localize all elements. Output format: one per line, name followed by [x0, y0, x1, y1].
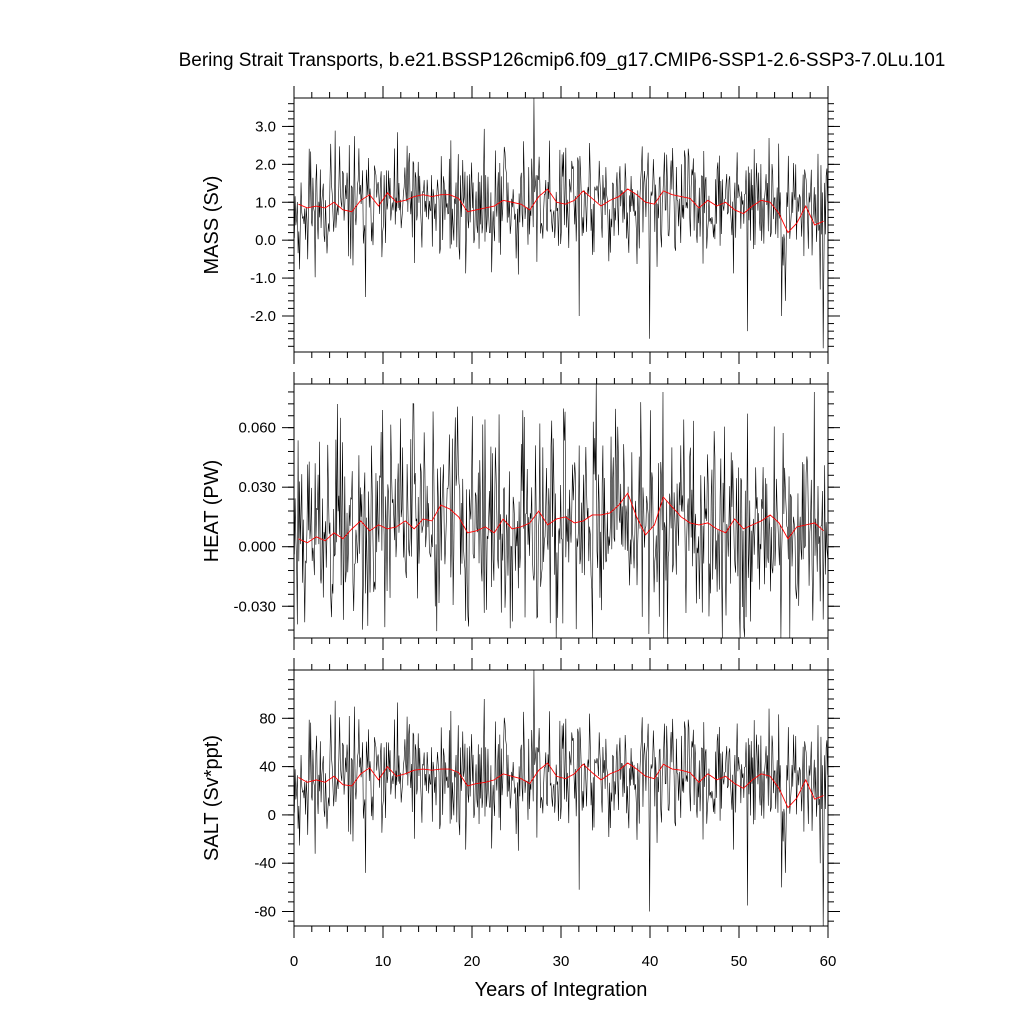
y-tick-label: 1.0 — [255, 194, 276, 211]
chart-title: Bering Strait Transports, b.e21.BSSP126c… — [179, 50, 946, 71]
x-tick-label: 50 — [731, 953, 748, 970]
y-axis-title-3: SALT (Sv*ppt) — [201, 735, 223, 861]
y-tick-label: 2.0 — [255, 156, 276, 173]
series-monthly-1 — [294, 97, 828, 349]
y-tick-label: 0.030 — [238, 479, 276, 496]
x-tick-label: 60 — [820, 953, 837, 970]
series-annual-mean-3 — [298, 762, 824, 809]
y-axis-title-2: HEAT (PW) — [201, 460, 223, 563]
x-axis-title: Years of Integration — [475, 979, 648, 1001]
y-tick-label: -40 — [254, 855, 276, 872]
x-tick-label: 20 — [464, 953, 481, 970]
series-monthly-3 — [294, 669, 828, 927]
y-tick-label: 3.0 — [255, 118, 276, 135]
panel-3: 80 40 0 -40 -80 SALT (Sv*ppt) 0 10 20 30 40 50 60 — [201, 658, 840, 970]
y-tick-label: 80 — [259, 710, 276, 727]
y-tick-label: -0.030 — [233, 598, 276, 615]
y-tick-label: 0.000 — [238, 539, 276, 556]
series-annual-mean-2 — [298, 492, 824, 544]
x-tick-label: 30 — [553, 953, 570, 970]
x-tick-label: 40 — [642, 953, 659, 970]
x-tick-label: 0 — [290, 953, 298, 970]
panel-1: 3.0 2.0 1.0 0.0 -1.0 -2.0 MASS (Sv) — [201, 86, 840, 364]
y-tick-label: -1.0 — [250, 270, 276, 287]
y-tick-label: -2.0 — [250, 308, 276, 325]
y-tick-label: 0 — [268, 807, 276, 824]
panel-2: 0.060 0.030 0.000 -0.030 HEAT (PW) — [201, 372, 840, 650]
y-tick-label: 0.0 — [255, 232, 276, 249]
y-axis-title-1: MASS (Sv) — [201, 176, 223, 275]
y-tick-label: 0.060 — [238, 420, 276, 437]
series-annual-mean-1 — [298, 188, 824, 234]
y-tick-label: -80 — [254, 904, 276, 921]
y-tick-label: 40 — [259, 759, 276, 776]
x-tick-label: 10 — [375, 953, 392, 970]
series-monthly-2 — [294, 383, 828, 639]
